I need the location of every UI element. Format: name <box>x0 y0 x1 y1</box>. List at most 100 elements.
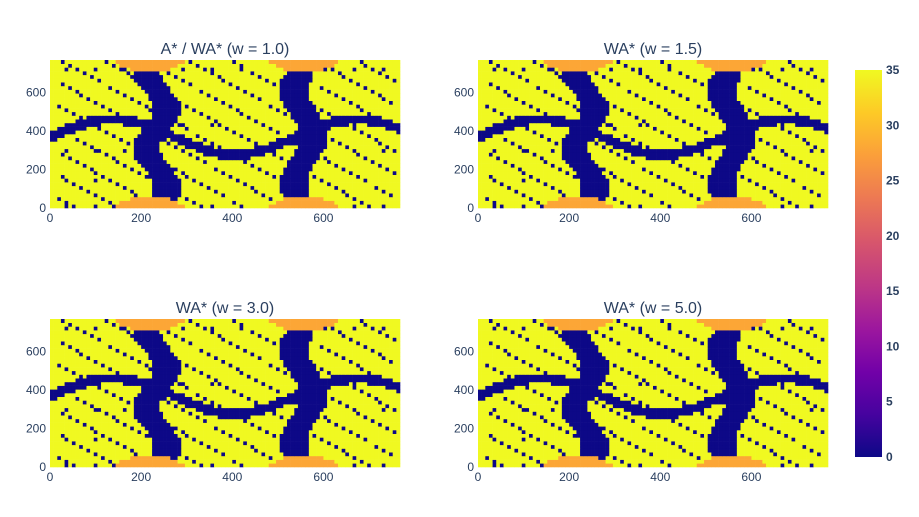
heatmap-cell <box>587 200 592 205</box>
heatmap-cell <box>323 115 328 120</box>
heatmap-cell <box>239 163 244 168</box>
heatmap-cell <box>93 189 98 194</box>
heatmap-cell <box>301 196 306 201</box>
heatmap-cell <box>707 174 712 179</box>
heatmap-cell <box>232 115 237 120</box>
heatmap-cell <box>217 163 222 168</box>
heatmap-cell <box>305 71 310 76</box>
heatmap-cell <box>392 185 397 190</box>
heatmap-cell <box>594 185 599 190</box>
heatmap-cell <box>232 100 237 105</box>
heatmap-cell <box>612 182 617 187</box>
heatmap-cell <box>159 204 164 209</box>
heatmap-cell <box>784 178 789 183</box>
heatmap-cell <box>181 104 186 109</box>
heatmap-cell <box>214 182 219 187</box>
heatmap-cell <box>565 171 570 175</box>
heatmap-cell <box>722 171 727 175</box>
heatmap-cell <box>272 93 277 98</box>
heatmap-cell <box>319 200 324 205</box>
heatmap-cell <box>316 156 321 161</box>
heatmap-cell <box>108 152 113 157</box>
heatmap-cell <box>181 115 186 120</box>
heatmap-cell <box>152 119 157 124</box>
heatmap-cell <box>356 193 361 198</box>
heatmap-cell <box>250 93 255 98</box>
heatmap-cell <box>348 134 353 138</box>
heatmap-cell <box>239 171 244 175</box>
heatmap-cell <box>656 167 661 172</box>
heatmap-cell <box>685 178 690 183</box>
heatmap-cell <box>685 182 690 187</box>
heatmap-cell <box>221 100 226 105</box>
heatmap-cell <box>323 130 328 135</box>
heatmap-cell <box>170 189 175 194</box>
heatmap-cell <box>290 63 295 68</box>
heatmap-cell <box>769 171 774 175</box>
heatmap-cell <box>367 74 372 79</box>
heatmap-cell <box>272 193 277 198</box>
heatmap-cell <box>550 193 555 198</box>
heatmap-cell <box>594 174 599 179</box>
heatmap-cell <box>170 130 175 135</box>
heatmap-cell <box>576 185 581 190</box>
heatmap-cell <box>356 104 361 109</box>
heatmap-cell <box>64 182 69 187</box>
heatmap-cell <box>235 182 240 187</box>
heatmap-cell <box>192 115 197 120</box>
heatmap-cell <box>86 178 91 183</box>
heatmap-cell <box>385 196 390 201</box>
heatmap-cell <box>367 126 372 131</box>
heatmap-cell <box>286 82 291 87</box>
heatmap-cell <box>75 167 80 172</box>
heatmap-cell <box>385 159 390 164</box>
heatmap-cell <box>225 111 229 116</box>
heatmap-cell <box>312 174 317 179</box>
heatmap-cell <box>203 100 208 105</box>
heatmap-cell <box>363 178 368 183</box>
heatmap-cell <box>152 93 157 98</box>
heatmap-cell <box>163 134 167 138</box>
heatmap-cell <box>50 163 54 168</box>
heatmap-cell <box>243 115 248 120</box>
heatmap-cell <box>115 78 120 83</box>
heatmap-cell <box>348 145 353 150</box>
heatmap-cell <box>718 171 723 175</box>
heatmap-cell <box>265 63 270 68</box>
heatmap-cell <box>809 204 814 209</box>
heatmap-cell <box>115 141 120 146</box>
heatmap-cell <box>108 111 113 116</box>
heatmap-cell <box>572 204 577 209</box>
heatmap-cell <box>188 193 193 198</box>
heatmap-cell <box>740 167 745 172</box>
heatmap-cell <box>272 78 277 83</box>
heatmap-cell <box>623 182 628 187</box>
heatmap-cell <box>177 204 182 209</box>
heatmap-cell <box>170 137 175 142</box>
heatmap-cell <box>784 189 789 194</box>
heatmap-cell <box>53 185 58 190</box>
heatmap-cell <box>389 122 394 127</box>
heatmap-cell <box>507 174 512 179</box>
heatmap-cell <box>736 174 741 179</box>
heatmap-cell <box>521 193 526 198</box>
heatmap-cell <box>787 174 792 179</box>
heatmap-cell <box>795 163 800 168</box>
heatmap-cell <box>308 78 313 83</box>
heatmap-cell <box>747 167 752 172</box>
heatmap-cell <box>250 134 255 138</box>
heatmap-cell <box>802 167 807 172</box>
heatmap-cell <box>250 145 255 150</box>
heatmap-cell <box>363 115 368 120</box>
heatmap-cell <box>261 141 266 146</box>
heatmap-cell <box>261 200 266 205</box>
heatmap-cell <box>327 67 332 72</box>
heatmap-cell <box>736 163 741 168</box>
heatmap-cell <box>645 163 650 168</box>
heatmap-cell <box>272 71 277 76</box>
heatmap-cell <box>148 152 153 157</box>
heatmap-cell <box>532 200 537 205</box>
heatmap-cell <box>370 122 375 127</box>
heatmap-cell <box>374 74 379 79</box>
heatmap-cell <box>612 163 617 168</box>
